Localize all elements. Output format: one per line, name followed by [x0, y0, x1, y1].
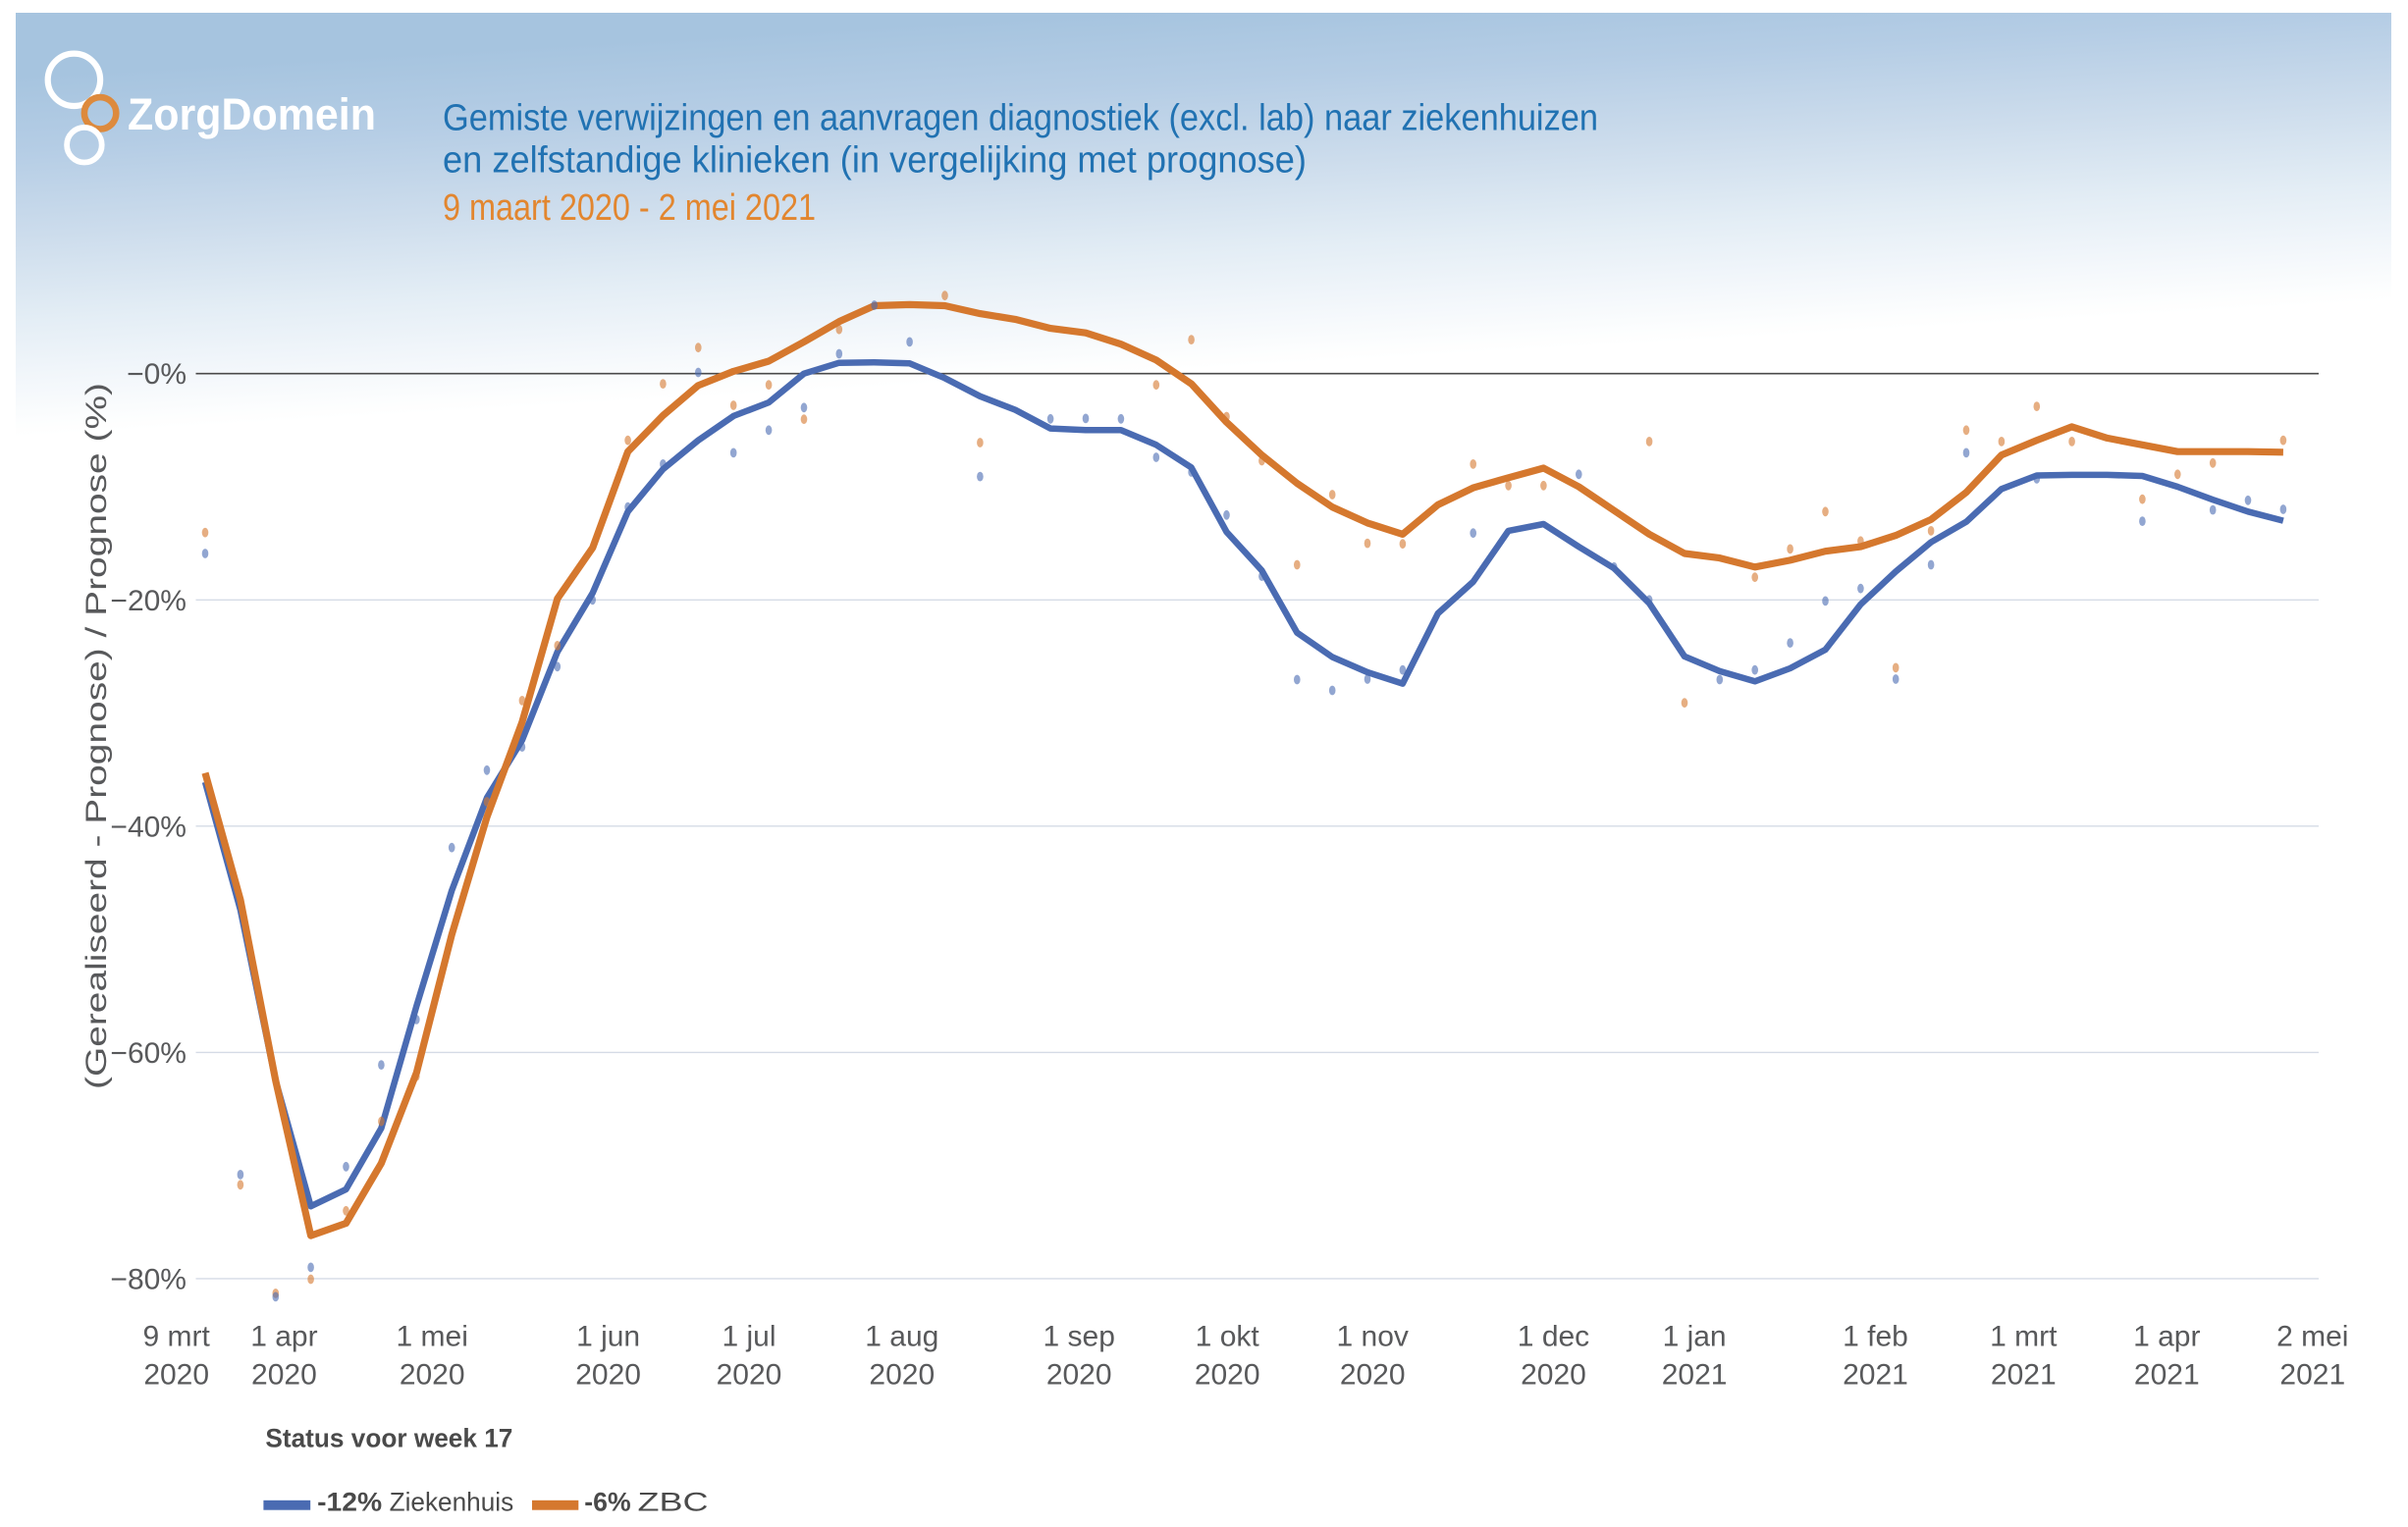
svg-text:2020: 2020 [1195, 1359, 1260, 1392]
svg-text:−20%: −20% [110, 585, 187, 617]
svg-text:1 sep: 1 sep [1043, 1321, 1115, 1353]
svg-text:2020: 2020 [575, 1359, 641, 1392]
svg-text:-12%: -12% [317, 1488, 382, 1517]
svg-text:ZBC: ZBC [638, 1488, 709, 1517]
svg-text:2020: 2020 [400, 1359, 465, 1392]
svg-text:1 nov: 1 nov [1337, 1321, 1409, 1353]
svg-text:2021: 2021 [1662, 1359, 1728, 1392]
svg-text:2021: 2021 [1991, 1359, 2057, 1392]
svg-text:2020: 2020 [143, 1359, 209, 1392]
svg-text:Gemiste verwijzingen en aanvra: Gemiste verwijzingen en aanvragen diagno… [443, 98, 1598, 139]
svg-text:1 apr: 1 apr [250, 1321, 317, 1353]
svg-text:Ziekenhuis: Ziekenhuis [390, 1488, 514, 1517]
svg-text:1 jun: 1 jun [576, 1321, 640, 1353]
svg-text:1 okt: 1 okt [1196, 1321, 1260, 1353]
svg-text:−60%: −60% [110, 1037, 187, 1070]
svg-text:2020: 2020 [1340, 1359, 1406, 1392]
svg-text:−80%: −80% [110, 1263, 187, 1295]
svg-text:1 dec: 1 dec [1518, 1321, 1589, 1353]
svg-text:−0%: −0% [127, 358, 187, 391]
svg-text:1 jan: 1 jan [1663, 1321, 1727, 1353]
svg-text:2020: 2020 [1046, 1359, 1112, 1392]
svg-text:2020: 2020 [717, 1359, 782, 1392]
svg-text:2021: 2021 [2134, 1359, 2200, 1392]
svg-text:Status voor week 17: Status voor week 17 [265, 1424, 512, 1453]
svg-text:−40%: −40% [110, 811, 187, 843]
svg-text:2021: 2021 [1843, 1359, 1908, 1392]
svg-text:1 feb: 1 feb [1843, 1321, 1908, 1353]
svg-text:9 mrt: 9 mrt [143, 1321, 211, 1353]
svg-text:2020: 2020 [869, 1359, 935, 1392]
svg-text:1 mrt: 1 mrt [1990, 1321, 2058, 1353]
svg-text:en zelfstandige klinieken (in: en zelfstandige klinieken (in vergelijki… [443, 140, 1307, 182]
svg-text:2020: 2020 [1521, 1359, 1586, 1392]
svg-text:1 apr: 1 apr [2133, 1321, 2200, 1353]
svg-text:9 maart 2020 - 2 mei 2021: 9 maart 2020 - 2 mei 2021 [443, 187, 816, 229]
svg-text:ZorgDomein: ZorgDomein [128, 89, 376, 139]
svg-text:2 mei: 2 mei [2276, 1321, 2348, 1353]
svg-text:1 jul: 1 jul [722, 1321, 776, 1353]
svg-text:2021: 2021 [2279, 1359, 2345, 1392]
svg-text:-6%: -6% [584, 1488, 630, 1517]
svg-text:1 aug: 1 aug [865, 1321, 938, 1353]
svg-text:1 mei: 1 mei [397, 1321, 468, 1353]
svg-text:(Gerealiseerd - Prognose) / Pr: (Gerealiseerd - Prognose) / Prognose (%) [80, 383, 113, 1089]
svg-text:2020: 2020 [251, 1359, 317, 1392]
